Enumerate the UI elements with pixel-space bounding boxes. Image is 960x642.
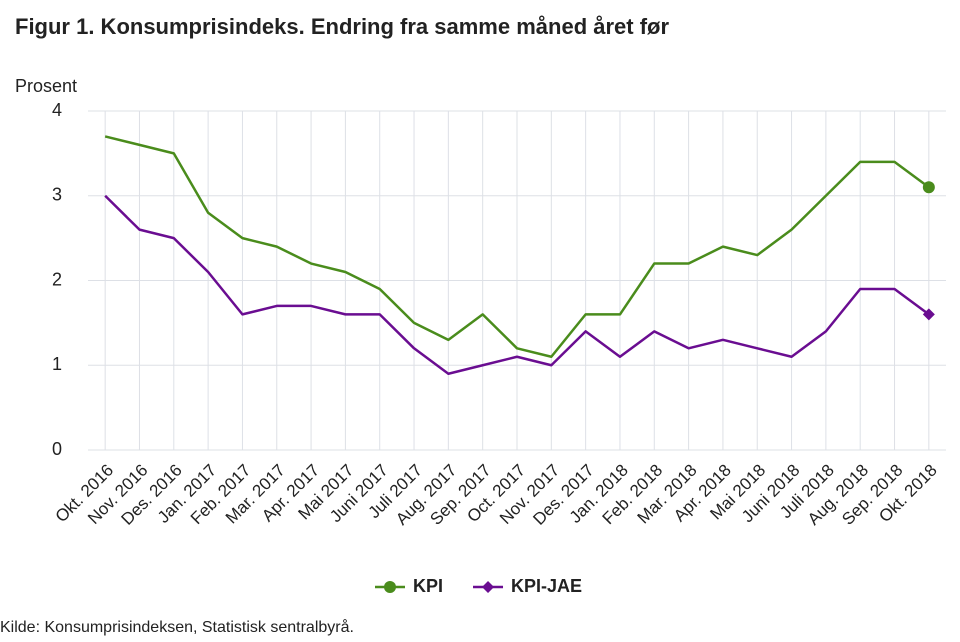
line [104, 135, 930, 359]
y-tick-label: 0 [52, 439, 62, 459]
source: Kilde: Konsumprisindeksen, Statistisk se… [0, 618, 354, 636]
chart-title: Figur 1. Konsumprisindeks. Endring fra s… [15, 14, 669, 39]
point-marker [922, 308, 935, 321]
y-axis-label: Prosent [15, 76, 77, 96]
y-tick-label: 2 [52, 269, 62, 289]
y-tick-label: 1 [52, 354, 62, 374]
line [104, 194, 930, 375]
point-marker [922, 181, 935, 194]
legend-label: KPI-JAE [511, 576, 582, 596]
legend-marker [482, 581, 495, 593]
legend-label: KPI [413, 576, 443, 596]
y-tick-label: 3 [52, 185, 62, 205]
legend-marker [384, 581, 396, 593]
y-tick-label: 4 [52, 100, 62, 120]
